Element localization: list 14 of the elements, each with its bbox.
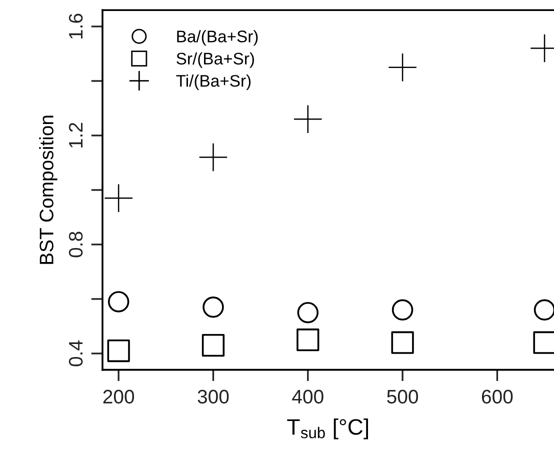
x-tick-label: 600	[482, 390, 513, 404]
y-axis-title: BST Composition	[39, 116, 58, 264]
x-tick-label: 500	[387, 390, 418, 404]
y-tick-label: 0.4	[68, 340, 83, 366]
y-tick-label: 1.2	[68, 122, 82, 148]
y-tick-label: 1.6	[68, 14, 83, 38]
legend-label: Sr/(Ba+Sr)	[176, 52, 254, 68]
x-tick-label: 200	[103, 390, 134, 404]
legend-label: Ba/(Ba+Sr)	[177, 30, 258, 46]
x-tick-label: 400	[292, 390, 324, 404]
x-axis-title: T$_{sub}$ [°C]	[287, 418, 368, 440]
legend-label: Ti/(Ba+Sr)	[176, 74, 251, 90]
y-tick-label: 0.8	[68, 232, 83, 258]
x-tick-label: 300	[198, 390, 229, 404]
